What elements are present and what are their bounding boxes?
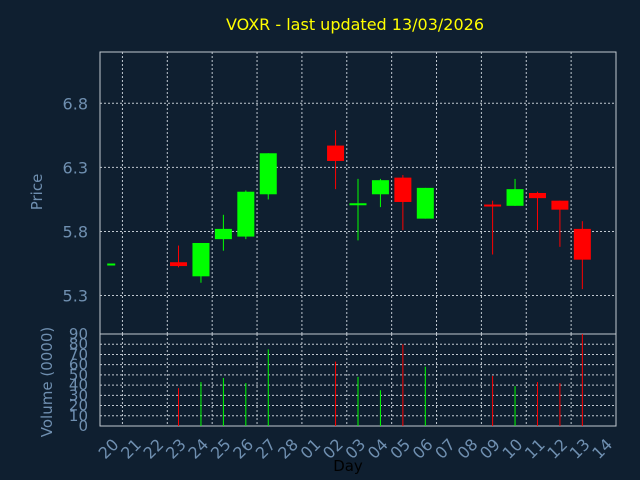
price-y-tick-label: 6.8 [63,94,88,113]
volume-y-tick-label: 60 [69,356,88,374]
volume-y-tick-label: 80 [69,335,88,353]
price-y-tick-label: 6.3 [63,158,88,177]
candle-body [394,177,412,202]
candle-body [573,228,591,260]
price-y-tick-label: 5.8 [63,222,88,241]
price-y-axis-label: Price [28,174,46,211]
candle [107,263,116,266]
volume-y-tick-label: 70 [69,345,88,363]
candle-body [327,145,345,161]
volume-y-axis-label: Volume (0000) [38,327,56,437]
candle-body [371,180,389,195]
candle [237,190,255,240]
candle [214,214,232,251]
candle-body [170,262,188,267]
candle-body [214,228,232,240]
x-axis-label: Day [333,457,363,475]
volume-bars [178,334,583,426]
price-y-tick-label: 5.3 [63,287,88,306]
volume-y-tick-label: 40 [69,376,88,394]
chart-title: VOXR - last updated 13/03/2026 [226,15,484,34]
volume-y-tick-label: 20 [69,397,88,415]
candle-body [259,153,277,195]
candle [192,242,210,283]
candle [394,175,412,231]
candle-body [192,242,210,277]
candle-body [237,191,255,237]
candle [327,130,345,190]
candle [416,187,434,219]
candles [107,130,591,290]
candle [573,221,591,290]
price-panel: 5.3 5.8 6.3 6.8 Price [28,51,617,335]
volume-y-tick-label: 10 [69,407,88,425]
candle-body [416,187,434,219]
candle [170,245,188,268]
candle [551,200,569,247]
volume-y-tick-label: 90 [69,325,88,343]
candle-body [528,193,546,199]
candle [506,178,524,206]
candle-body [506,189,524,206]
candle [349,178,367,241]
price-y-ticks: 5.3 5.8 6.3 6.8 [63,94,88,305]
volume-y-tick-label: 0 [78,417,88,435]
candle-body [551,200,569,210]
candle [484,200,502,255]
candle [371,178,389,208]
candle [528,191,546,231]
volume-y-tick-label: 50 [69,366,88,384]
candle [259,153,277,200]
volume-y-tick-label: 30 [69,386,88,404]
candle-body [349,203,367,206]
candle-body [107,263,116,266]
candle-body [484,204,502,207]
